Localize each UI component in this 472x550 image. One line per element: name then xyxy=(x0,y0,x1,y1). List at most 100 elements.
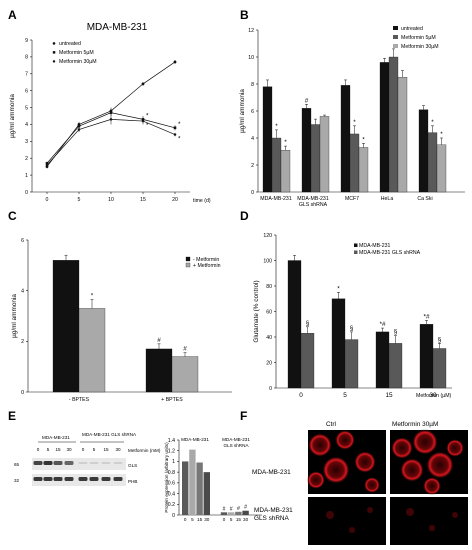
chart-b-legend-swatch xyxy=(393,44,398,48)
blot-band-phb xyxy=(89,477,99,481)
chart-a-point xyxy=(77,127,81,132)
chart-b-bar xyxy=(397,77,408,193)
chart-d-y-tick-label: 100 xyxy=(263,258,272,264)
chart-b-legend-label: Metformin 5µM xyxy=(401,35,436,41)
chart-c-annotation: * xyxy=(91,293,94,300)
micrograph-cell xyxy=(364,477,380,493)
chart-d-y-axis-label: Glutamate (% control) xyxy=(253,280,260,342)
micro-col-label-metformin: Metformin 30µM xyxy=(392,421,438,428)
chart-d-legend-swatch xyxy=(354,243,358,247)
chart-b-bar xyxy=(436,144,447,193)
chart-d-legend-label: MDA-MB-231 xyxy=(359,243,391,249)
chart-d-annotation: § xyxy=(438,336,442,343)
chart-c-y-tick-label: 2 xyxy=(21,339,24,345)
micrograph-cell-ring xyxy=(309,473,323,487)
micrograph-cell xyxy=(412,429,438,455)
chart-b-y-tick-label: 4 xyxy=(251,136,254,142)
chart-b-bar xyxy=(301,108,312,193)
chart-b-legend-swatch xyxy=(393,26,398,30)
blot-band-phb xyxy=(43,477,53,481)
chart-a-annotation: * xyxy=(146,112,149,119)
blot-band-phb xyxy=(64,477,74,481)
chart-c-bar: 0 2 4 6 * # # µg/ml ammonia - BPTES + BPTES - Metf… xyxy=(11,238,232,403)
chart-c-y-axis-label: µg/ml ammonia xyxy=(11,294,18,338)
chart-e-x-tick-label: 5 xyxy=(230,517,233,522)
chart-d-legend-label: MDA-MB-231 GLS shRNA xyxy=(359,250,421,256)
micrograph-metformin-shrna xyxy=(390,497,468,545)
chart-b-x-tick-label: Ca Ski xyxy=(417,196,432,202)
micro-row-label-2a: MDA-MB-231 xyxy=(254,507,293,514)
chart-d-annotation: *# xyxy=(423,313,429,320)
chart-a-annotation: * xyxy=(146,122,149,129)
panel-letter-f: F xyxy=(240,409,247,423)
chart-e-x-tick-label: 15 xyxy=(197,517,203,522)
chart-d-x-tick-label: 15 xyxy=(385,392,393,399)
chart-e-group-label: GLS shRNA xyxy=(223,443,249,448)
micrograph-dim-cell xyxy=(406,508,414,516)
chart-b-legend-label: untreated xyxy=(401,26,423,32)
chart-e-annotation: # xyxy=(230,506,233,512)
blot-band-gls xyxy=(78,462,88,464)
chart-d-bar xyxy=(375,331,390,389)
micrograph-cell-ring xyxy=(311,436,329,454)
chart-e-annotation: # xyxy=(237,506,240,512)
chart-a-point xyxy=(109,117,113,122)
chart-e-y-tick-label: 1.4 xyxy=(168,438,175,444)
chart-c-y-tick-label: 0 xyxy=(21,390,24,396)
micrograph-cell-ring xyxy=(325,459,347,481)
chart-a-legend-marker xyxy=(52,51,56,54)
micrograph-panel: Ctrl Metformin 30µM MDA-MB-231 MDA-MB-23… xyxy=(252,421,468,545)
blot-band-phb xyxy=(33,477,43,481)
micrograph-cell-ring xyxy=(365,478,378,491)
chart-c-bar xyxy=(171,356,199,393)
chart-d-y-tick-label: 60 xyxy=(266,309,272,315)
chart-b-bar xyxy=(262,86,273,193)
blot-row-label-phb: PHB xyxy=(128,479,137,484)
chart-a-point xyxy=(45,163,49,167)
blot-marker-32: 32 xyxy=(14,478,20,483)
micro-row-label-1: MDA-MB-231 xyxy=(252,469,291,476)
chart-e-y-tick-label: 1.2 xyxy=(168,449,175,455)
chart-e-x-tick-label: 30 xyxy=(204,517,210,522)
chart-b-legend-label: Metformin 30µM xyxy=(401,44,439,50)
chart-e-y-tick-label: 0.6 xyxy=(168,481,175,487)
chart-b-bar xyxy=(271,137,282,193)
blot-lane-label: 30 xyxy=(66,447,72,452)
chart-e-x-tick-label: 0 xyxy=(223,517,226,522)
blot-lane-labels: 0 5 15 30 0 5 15 30 xyxy=(37,447,121,452)
chart-e-x-tick-label: 0 xyxy=(184,517,187,522)
chart-e-x-tick-label: 5 xyxy=(191,517,194,522)
chart-c-bar xyxy=(52,260,80,393)
chart-a-x-axis-label: time (d) xyxy=(193,198,211,204)
chart-b-bar xyxy=(340,85,351,193)
micrograph-cell-ring xyxy=(415,432,435,452)
chart-e-x-tick-label: 15 xyxy=(236,517,242,522)
chart-d-bar xyxy=(432,348,447,389)
chart-b-y-tick-label: 10 xyxy=(248,55,254,61)
chart-b-legend-swatch xyxy=(393,35,398,39)
chart-d-bar: 0 20 40 60 80 100 120 § * § *# § *# § Glutamate (% con… xyxy=(253,233,452,399)
micro-col-label-ctrl: Ctrl xyxy=(326,421,336,428)
chart-d-y-tick-label: 80 xyxy=(266,284,272,290)
chart-b-y-tick-label: 12 xyxy=(248,28,254,34)
chart-e-bar xyxy=(196,462,203,515)
chart-c-y-tick-label: 4 xyxy=(21,288,24,294)
blot-band-gls xyxy=(64,461,74,465)
chart-d-x-tick-label: 5 xyxy=(343,392,347,399)
chart-a-point xyxy=(173,132,177,137)
chart-d-bar xyxy=(344,339,359,389)
chart-a-point xyxy=(173,126,177,130)
chart-b-annotation: * xyxy=(353,119,356,126)
chart-a-point xyxy=(109,111,113,114)
blot-lane-label: 0 xyxy=(82,447,85,452)
chart-b-bar xyxy=(310,124,321,193)
chart-b-bar xyxy=(349,133,360,193)
chart-a-y-tick-label: 8 xyxy=(25,55,28,61)
micro-row-label-2b: GLS shRNA xyxy=(254,515,290,522)
chart-a-point xyxy=(77,124,81,128)
blot-band-phb xyxy=(101,477,111,481)
chart-b-bar xyxy=(379,62,390,193)
chart-c-legend-swatch xyxy=(185,262,191,268)
chart-b-y-tick-label: 0 xyxy=(251,190,254,196)
chart-c-x-tick-label: + BPTES xyxy=(161,397,183,403)
